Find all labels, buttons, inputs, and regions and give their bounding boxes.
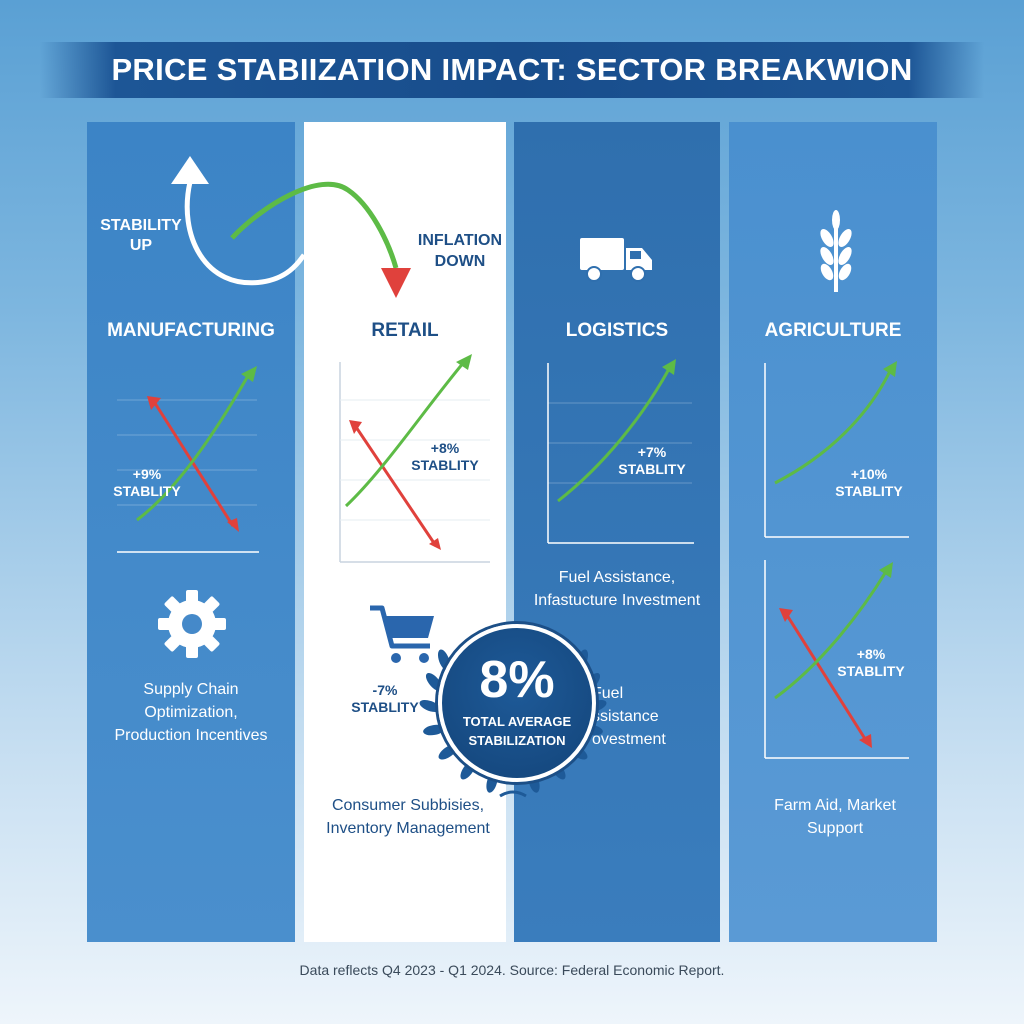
retail-stability-line xyxy=(344,361,466,508)
retail-description: Consumer Subbisies, Inventory Management xyxy=(326,797,490,837)
manufacturing-chart xyxy=(117,366,259,553)
logistics-stability-line xyxy=(557,366,672,503)
agriculture-stability-line-2 xyxy=(774,569,889,700)
stability-up-arrow xyxy=(230,181,399,269)
agriculture-chart-label: +10% STABLITY xyxy=(835,466,903,499)
retail-chart xyxy=(339,354,490,563)
shopping-cart-icon xyxy=(370,605,434,663)
manufacturing-chart-label: +9% STABLITY xyxy=(113,466,181,499)
manufacturing-description: Supply Chain Optimization, Production In… xyxy=(114,681,268,744)
total-average-badge: 8% TOTAL AVERAGE STABILIZATION xyxy=(438,624,596,782)
column-retail xyxy=(304,122,506,942)
agriculture-stability-line xyxy=(774,368,893,485)
agriculture-chart-bottom xyxy=(764,560,909,759)
retail-chart-label: +8% STABLITY xyxy=(411,440,479,473)
manufacturing-stability-line xyxy=(136,373,251,522)
inflation-down-arrowhead xyxy=(381,268,411,298)
agriculture-inflation-line xyxy=(783,611,869,743)
footer-source: Data reflects Q4 2023 - Q1 2024. Source:… xyxy=(299,962,725,978)
logistics-secondary-description: Fuel ssistance ovestment xyxy=(592,685,666,748)
badge-value: 8% xyxy=(479,651,555,709)
agriculture-chart-label-2: +8% STABLITY xyxy=(837,646,905,679)
truck-icon xyxy=(580,238,652,282)
logistics-description: Fuel Assistance, Infastucture Investment xyxy=(533,569,701,609)
trend-arrows xyxy=(171,156,411,298)
logistics-chart-label: +7% STABLITY xyxy=(618,444,686,477)
badge-label: TOTAL AVERAGE STABILIZATION xyxy=(462,714,572,748)
sector-name-agriculture: AGRICULTURE xyxy=(764,320,902,341)
title-banner: PRICE STABIIZATION IMPACT: SECTOR BREAKW… xyxy=(40,42,984,98)
retail-secondary-label: -7% STABLITY xyxy=(351,682,419,715)
inflation-down-label: INFLATION DOWN xyxy=(417,232,503,270)
logistics-chart xyxy=(547,359,694,544)
wheat-icon xyxy=(820,210,852,292)
agriculture-chart-top xyxy=(764,361,909,538)
retail-inflation-line xyxy=(352,423,438,547)
sector-name-retail: RETAIL xyxy=(371,320,439,341)
sector-name-manufacturing: MANUFACTURING xyxy=(107,320,275,341)
sector-name-logistics: LOGISTICS xyxy=(565,320,669,341)
gear-icon xyxy=(158,590,226,658)
up-arrow-curve xyxy=(184,181,306,286)
page-title: PRICE STABIIZATION IMPACT: SECTOR BREAKW… xyxy=(111,52,913,87)
agriculture-description: Farm Aid, Market Support xyxy=(774,797,896,837)
stability-up-label: STABILITY UP xyxy=(100,217,182,254)
up-arrowhead xyxy=(171,156,209,184)
column-manufacturing xyxy=(87,122,295,942)
